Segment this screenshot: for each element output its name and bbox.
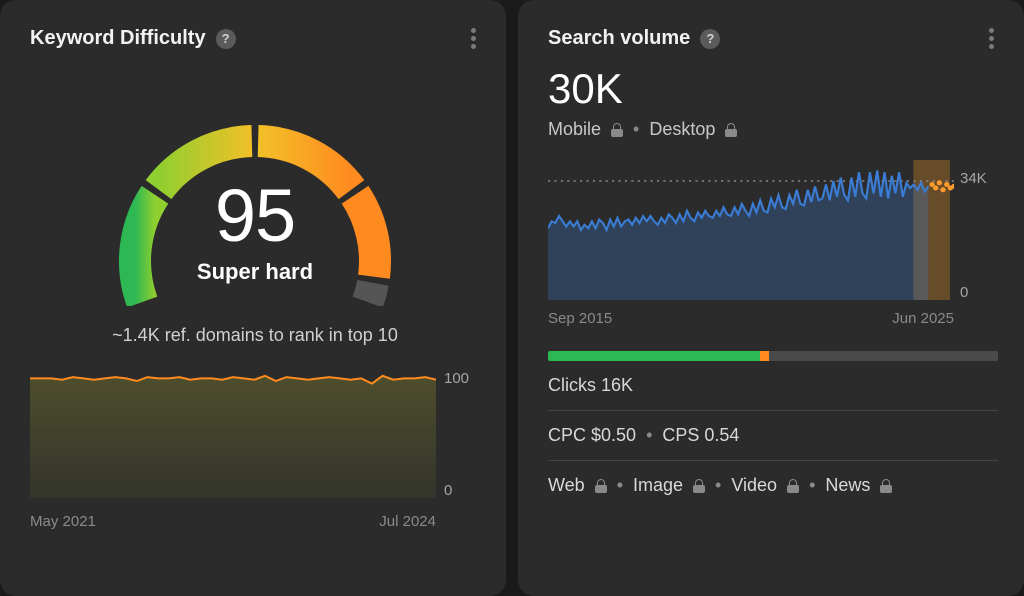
separator-dot: • — [617, 475, 623, 496]
search-type[interactable]: News — [825, 475, 870, 496]
sv-x-axis: Sep 2015 Jun 2025 — [548, 310, 954, 327]
cps-label: CPS 0.54 — [662, 425, 739, 446]
clicks-bar — [548, 351, 998, 361]
platform-label[interactable]: Mobile — [548, 119, 601, 140]
card-title-wrap: Search volume ? — [548, 27, 720, 50]
search-type[interactable]: Video — [731, 475, 777, 496]
clicks-bar-segment — [760, 351, 769, 361]
sv-y-top: 34K — [960, 170, 987, 187]
sv-x-end: Jun 2025 — [892, 310, 954, 327]
card-title-wrap: Keyword Difficulty ? — [30, 27, 236, 50]
search-volume-value: 30K — [548, 65, 998, 113]
sv-chart-wrap: Sep 2015 Jun 2025 34K 0 — [548, 160, 998, 327]
kd-trend-chart — [30, 368, 436, 498]
keyword-difficulty-card: Keyword Difficulty ? 95 Super hard ~1.4K… — [0, 0, 506, 596]
card-title: Keyword Difficulty — [30, 27, 206, 50]
kebab-menu-icon[interactable] — [985, 24, 998, 53]
gauge-subtext-wrap: ~1.4K ref. domains to rank in top 10 — [30, 319, 480, 346]
kd-x-end: Jul 2024 — [379, 513, 436, 530]
sv-chart — [548, 160, 954, 300]
kd-y-bottom: 0 — [444, 482, 452, 499]
platform-row: Mobile • Desktop — [548, 119, 998, 140]
lock-icon — [725, 123, 737, 137]
gauge-subtext: ~1.4K ref. domains to rank in top 10 — [30, 325, 480, 346]
separator-dot: • — [646, 425, 652, 446]
search-type[interactable]: Web — [548, 475, 585, 496]
sv-y-bottom: 0 — [960, 284, 968, 301]
search-type[interactable]: Image — [633, 475, 683, 496]
card-header: Keyword Difficulty ? — [30, 24, 480, 53]
difficulty-gauge: 95 Super hard — [30, 71, 480, 321]
help-icon[interactable]: ? — [700, 29, 720, 49]
kebab-menu-icon[interactable] — [467, 24, 480, 53]
kd-trend: May 2021 Jul 2024 100 0 — [30, 368, 480, 576]
gauge-svg — [85, 86, 425, 306]
clicks-bar-segment — [548, 351, 760, 361]
kd-x-start: May 2021 — [30, 513, 96, 530]
separator-dot: • — [715, 475, 721, 496]
help-icon[interactable]: ? — [216, 29, 236, 49]
separator-dot: • — [809, 475, 815, 496]
search-types-row: Web • Image • Video • News — [548, 461, 998, 510]
search-volume-card: Search volume ? 30K Mobile • Desktop Sep 2… — [518, 0, 1024, 596]
lock-icon — [880, 479, 892, 493]
card-header: Search volume ? — [548, 24, 998, 53]
cpc-label: CPC $0.50 — [548, 425, 636, 446]
sv-x-start: Sep 2015 — [548, 310, 612, 327]
platform-label[interactable]: Desktop — [649, 119, 715, 140]
lock-icon — [611, 123, 623, 137]
separator-dot: • — [633, 119, 639, 140]
clicks-label: Clicks 16K — [548, 375, 633, 396]
cpc-row: CPC $0.50 • CPS 0.54 — [548, 411, 998, 461]
lock-icon — [787, 479, 799, 493]
clicks-row: Clicks 16K — [548, 361, 998, 411]
lock-icon — [693, 479, 705, 493]
lock-icon — [595, 479, 607, 493]
kd-x-axis: May 2021 Jul 2024 — [30, 513, 436, 530]
card-title: Search volume — [548, 27, 690, 50]
kd-y-top: 100 — [444, 370, 469, 387]
